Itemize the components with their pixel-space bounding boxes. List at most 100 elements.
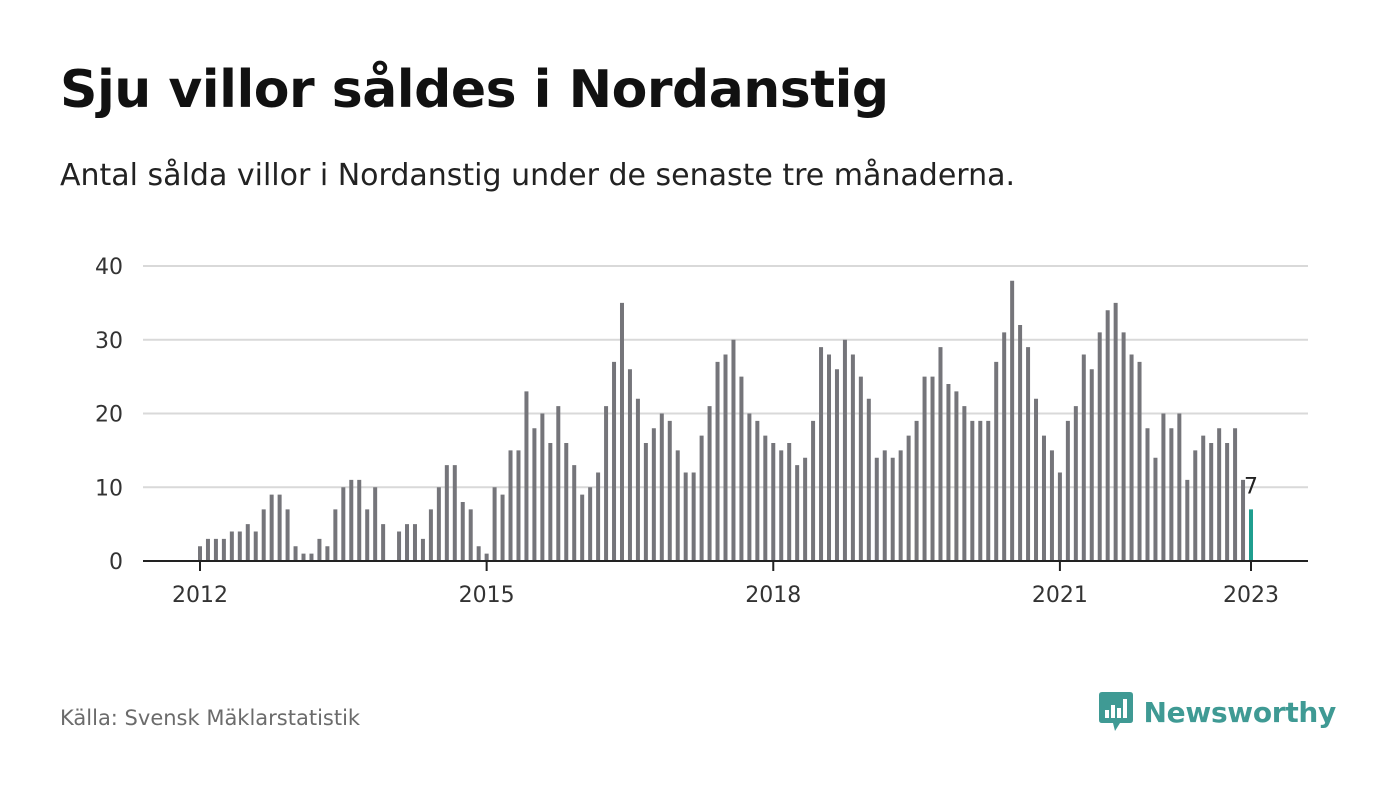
bar bbox=[1010, 280, 1015, 561]
bar bbox=[420, 538, 425, 561]
bar bbox=[349, 479, 354, 561]
bar bbox=[301, 553, 306, 561]
bars bbox=[198, 280, 1253, 561]
bar bbox=[850, 354, 855, 561]
bar bbox=[436, 487, 441, 561]
y-tick-label-40: 40 bbox=[95, 255, 123, 280]
bar bbox=[930, 376, 935, 561]
bar bbox=[1089, 369, 1094, 561]
bar bbox=[834, 369, 839, 561]
bar-chart-bubble-icon bbox=[1098, 692, 1133, 731]
bar bbox=[970, 420, 975, 561]
bar bbox=[412, 524, 417, 561]
bar bbox=[731, 339, 736, 561]
axes bbox=[143, 560, 1308, 571]
bar bbox=[1193, 450, 1198, 561]
bar bbox=[516, 450, 521, 561]
bar bbox=[1161, 413, 1166, 561]
bar bbox=[819, 347, 824, 561]
bar bbox=[659, 413, 664, 561]
bar bbox=[580, 494, 585, 561]
bar bbox=[572, 465, 577, 561]
bar bbox=[612, 361, 617, 561]
x-tick-label-2023: 2023 bbox=[1223, 583, 1279, 608]
bar bbox=[978, 420, 983, 561]
bar bbox=[827, 354, 832, 561]
bar bbox=[444, 465, 449, 561]
bar bbox=[954, 391, 959, 561]
bar bbox=[779, 450, 784, 561]
bar bbox=[293, 546, 298, 561]
bar bbox=[492, 487, 497, 561]
bar bbox=[707, 406, 712, 561]
bar bbox=[309, 553, 314, 561]
bar bbox=[365, 509, 370, 561]
bar bbox=[229, 531, 234, 561]
bar bbox=[1177, 413, 1182, 561]
bar bbox=[635, 398, 640, 561]
bar bbox=[508, 450, 513, 561]
bar bbox=[627, 369, 632, 561]
bar bbox=[890, 457, 895, 561]
bar bbox=[452, 465, 457, 561]
bar bbox=[277, 494, 282, 561]
latest-value-label: 7 bbox=[1244, 474, 1258, 499]
bar bbox=[787, 443, 792, 561]
bar bbox=[1073, 406, 1078, 561]
bar bbox=[596, 472, 601, 561]
bar bbox=[405, 524, 410, 561]
bar bbox=[524, 391, 529, 561]
bar bbox=[540, 413, 545, 561]
bar bbox=[994, 361, 999, 561]
bar bbox=[763, 435, 768, 561]
y-tick-label-0: 0 bbox=[109, 550, 123, 575]
bar bbox=[269, 494, 274, 561]
bar bbox=[253, 531, 258, 561]
bar bbox=[484, 553, 489, 561]
bar bbox=[564, 443, 569, 561]
bar bbox=[468, 509, 473, 561]
bar bbox=[755, 420, 760, 561]
chart-subtitle: Antal sålda villor i Nordanstig under de… bbox=[60, 158, 1016, 193]
bar bbox=[986, 420, 991, 561]
bar bbox=[723, 354, 728, 561]
bar bbox=[651, 428, 656, 561]
bar bbox=[962, 406, 967, 561]
bar bbox=[866, 398, 871, 561]
bar bbox=[1217, 428, 1222, 561]
bar-chart: 0 10 20 30 40 2012 2015 2018 2021 2023 7 bbox=[95, 255, 1308, 608]
y-tick-label-30: 30 bbox=[95, 329, 123, 354]
bar bbox=[1018, 325, 1023, 561]
bar bbox=[811, 420, 816, 561]
bar bbox=[556, 406, 561, 561]
brand-logo: Newsworthy bbox=[1098, 690, 1336, 734]
bar bbox=[1185, 479, 1190, 561]
bar bbox=[460, 502, 465, 561]
bar bbox=[914, 420, 919, 561]
bar bbox=[898, 450, 903, 561]
bar bbox=[795, 465, 800, 561]
bar bbox=[357, 479, 362, 561]
bar bbox=[588, 487, 593, 561]
bar bbox=[1065, 420, 1070, 561]
bar bbox=[715, 361, 720, 561]
brand-name: Newsworthy bbox=[1143, 695, 1337, 729]
bar bbox=[1225, 443, 1230, 561]
bar bbox=[333, 509, 338, 561]
bar bbox=[373, 487, 378, 561]
bar bbox=[1105, 310, 1110, 561]
bar bbox=[1081, 354, 1086, 561]
bar bbox=[381, 524, 386, 561]
bar bbox=[938, 347, 943, 561]
bar bbox=[1121, 332, 1126, 561]
chart-title: Sju villor såldes i Nordanstig bbox=[60, 60, 889, 120]
x-tick-label-2012: 2012 bbox=[172, 583, 228, 608]
bar bbox=[604, 406, 609, 561]
bar bbox=[205, 538, 210, 561]
bar bbox=[500, 494, 505, 561]
bar bbox=[317, 538, 322, 561]
bar bbox=[619, 302, 624, 561]
bar bbox=[1209, 443, 1214, 561]
bar bbox=[922, 376, 927, 561]
bar bbox=[1026, 347, 1031, 561]
